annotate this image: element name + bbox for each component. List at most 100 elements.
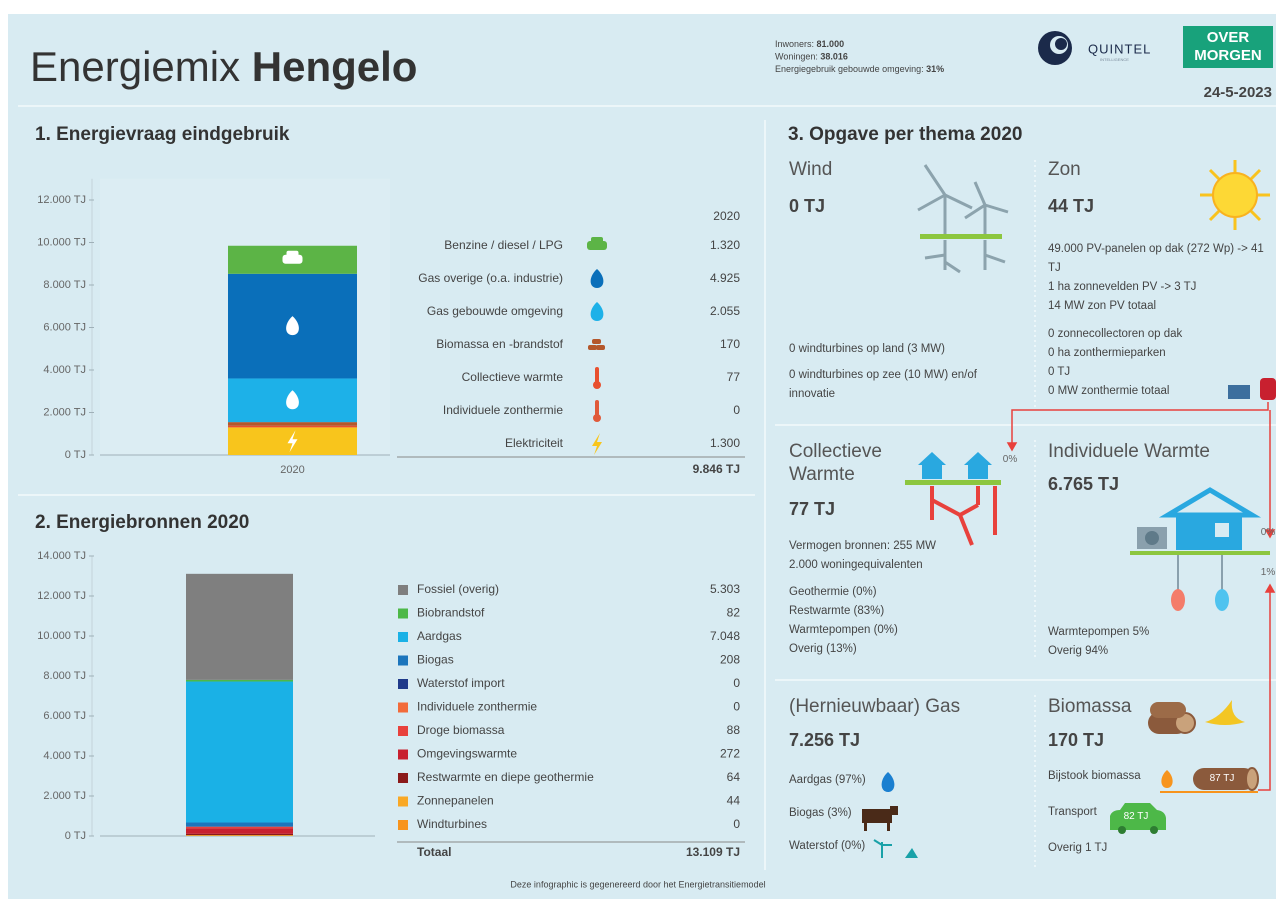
bar-segment xyxy=(186,835,293,836)
panel-value: 6.765 TJ xyxy=(1048,474,1119,495)
badge: 1% xyxy=(1256,564,1276,582)
logo-text: QUINTEL xyxy=(1088,41,1151,56)
panel-item: Biogas (3%) xyxy=(789,807,852,819)
text-line: 0 MW zonthermie totaal xyxy=(1048,382,1274,401)
legend-value: 64 xyxy=(727,770,741,784)
panel-value: 0 TJ xyxy=(789,196,825,217)
infographic: Energiemix Hengelo Inwoners: 81.000 Wonin… xyxy=(0,0,1276,899)
table-value: 1.320 xyxy=(710,238,740,252)
legend-value: 88 xyxy=(727,723,741,737)
panel-item: Transport xyxy=(1048,806,1097,818)
legend-value: 0 xyxy=(733,700,740,714)
icon xyxy=(593,414,601,422)
legend-value: 7.048 xyxy=(710,629,740,643)
legend-label: Zonnepanelen xyxy=(417,794,494,808)
text-group: 49.000 PV-panelen op dak (272 Wp) -> 41 … xyxy=(1048,240,1274,316)
gas-icons-part xyxy=(862,809,892,823)
stat-label: Inwoners: xyxy=(775,39,814,49)
text-group: Geothermie (0%)Restwarmte (83%)Warmtepom… xyxy=(789,583,1021,659)
legend-value: 0 xyxy=(733,676,740,690)
text-line: Restwarmte (83%) xyxy=(789,602,1021,621)
legend-swatch xyxy=(398,820,408,830)
total-label: Totaal xyxy=(417,845,451,859)
panel-item: Overig 1 TJ xyxy=(1048,842,1107,854)
bar-segment xyxy=(186,682,293,823)
badge: 0% xyxy=(998,451,1022,469)
panel-text: 49.000 PV-panelen op dak (272 Wp) -> 41 … xyxy=(1048,240,1274,401)
badge: 0% xyxy=(1256,524,1276,542)
panel-title: Collectieve Warmte xyxy=(789,440,899,486)
house-icon-part xyxy=(1215,523,1229,537)
panel-title: (Hernieuwbaar) Gas xyxy=(789,695,1029,718)
biomass-icons-part xyxy=(1150,702,1186,718)
stat-label: Woningen: xyxy=(775,52,818,62)
badge: 82 TJ xyxy=(1112,808,1160,826)
house-icon-part xyxy=(1145,531,1159,545)
legend-swatch xyxy=(398,679,408,689)
biomass-icons-part xyxy=(1118,826,1126,834)
text-line: 1 ha zonnevelden PV -> 3 TJ xyxy=(1048,278,1274,297)
text-group: 0 windturbines op land (3 MW) xyxy=(789,340,1021,359)
table-row-label: Individuele zonthermie xyxy=(443,403,563,417)
table-row-label: Benzine / diesel / LPG xyxy=(444,238,563,252)
y-tick-label: 6.000 TJ xyxy=(43,321,86,333)
legend-label: Fossiel (overig) xyxy=(417,582,499,596)
chart-title: 2. Energiebronnen 2020 xyxy=(35,512,249,533)
legend-swatch xyxy=(398,585,408,595)
panel-text: Vermogen bronnen: 255 MW2.000 woningequi… xyxy=(789,537,1021,659)
text-line: Warmtepompen (0%) xyxy=(789,621,1021,640)
biomass-icons-part xyxy=(1246,768,1258,790)
table-value: 1.300 xyxy=(710,436,740,450)
text-line: 14 MW zon PV totaal xyxy=(1048,297,1274,316)
y-tick-label: 4.000 TJ xyxy=(43,364,86,376)
panel-value: 7.256 TJ xyxy=(789,730,860,751)
footer: Deze infographic is gegenereerd door het… xyxy=(510,879,765,889)
heat-network-icon-part xyxy=(968,465,988,479)
table-row-label: Biomassa en -brandstof xyxy=(436,337,563,351)
stat-value: 81.000 xyxy=(817,39,845,49)
legend-label: Omgevingswarmte xyxy=(417,747,517,761)
y-tick-label: 12.000 TJ xyxy=(37,590,86,602)
legend-value: 82 xyxy=(727,606,741,620)
legend-swatch xyxy=(398,726,408,736)
legend-label: Aardgas xyxy=(417,629,462,643)
legend-value: 208 xyxy=(720,653,740,667)
badge: 87 TJ xyxy=(1200,770,1244,788)
legend-label: Individuele zonthermie xyxy=(417,700,537,714)
text-line: 0 windturbines op zee (10 MW) en/of inno… xyxy=(789,366,1021,404)
y-tick-label: 12.000 TJ xyxy=(37,194,86,206)
text-group: 0 windturbines op zee (10 MW) en/of inno… xyxy=(789,366,1021,404)
legend-value: 5.303 xyxy=(710,582,740,596)
stat: Energiegebruik gebouwde omgeving: 31% xyxy=(775,64,944,74)
text-line: 0 ha zonthermieparken xyxy=(1048,344,1274,363)
y-tick-label: 0 TJ xyxy=(65,449,86,461)
text-line: 0 windturbines op land (3 MW) xyxy=(789,340,1021,359)
stat: Woningen: 38.016 xyxy=(775,52,848,62)
table-row-label: Collectieve warmte xyxy=(462,370,564,384)
text-line: Overig 94% xyxy=(1048,642,1268,661)
logo-overmorgen: OVER MORGEN xyxy=(1183,26,1273,68)
bar-segment xyxy=(186,834,293,835)
text-line: 0 TJ xyxy=(1048,363,1274,382)
legend-value: 44 xyxy=(727,794,741,808)
table-value: 77 xyxy=(727,370,741,384)
date: 24-5-2023 xyxy=(1204,84,1272,101)
house-icon-part xyxy=(1176,515,1242,550)
text-line: Vermogen bronnen: 255 MW xyxy=(789,537,1021,556)
gas-icons-part xyxy=(864,823,867,831)
total-value: 13.109 TJ xyxy=(686,845,740,859)
total-value: 9.846 TJ xyxy=(693,462,740,476)
panel-title: Biomassa xyxy=(1048,695,1148,718)
bar-segment xyxy=(186,828,293,833)
section-title: 3. Opgave per thema 2020 xyxy=(788,124,1022,145)
page-title: Energiemix Hengelo xyxy=(30,43,417,90)
heat-network-icon-part xyxy=(922,465,942,479)
stat-value: 38.016 xyxy=(820,52,848,62)
legend-swatch xyxy=(398,632,408,642)
legend-swatch xyxy=(398,609,408,619)
panel-value: 77 TJ xyxy=(789,499,835,520)
panel-value: 44 TJ xyxy=(1048,196,1094,217)
legend-label: Biobrandstof xyxy=(417,606,485,620)
stat: Inwoners: 81.000 xyxy=(775,39,844,49)
table-value: 0 xyxy=(733,403,740,417)
